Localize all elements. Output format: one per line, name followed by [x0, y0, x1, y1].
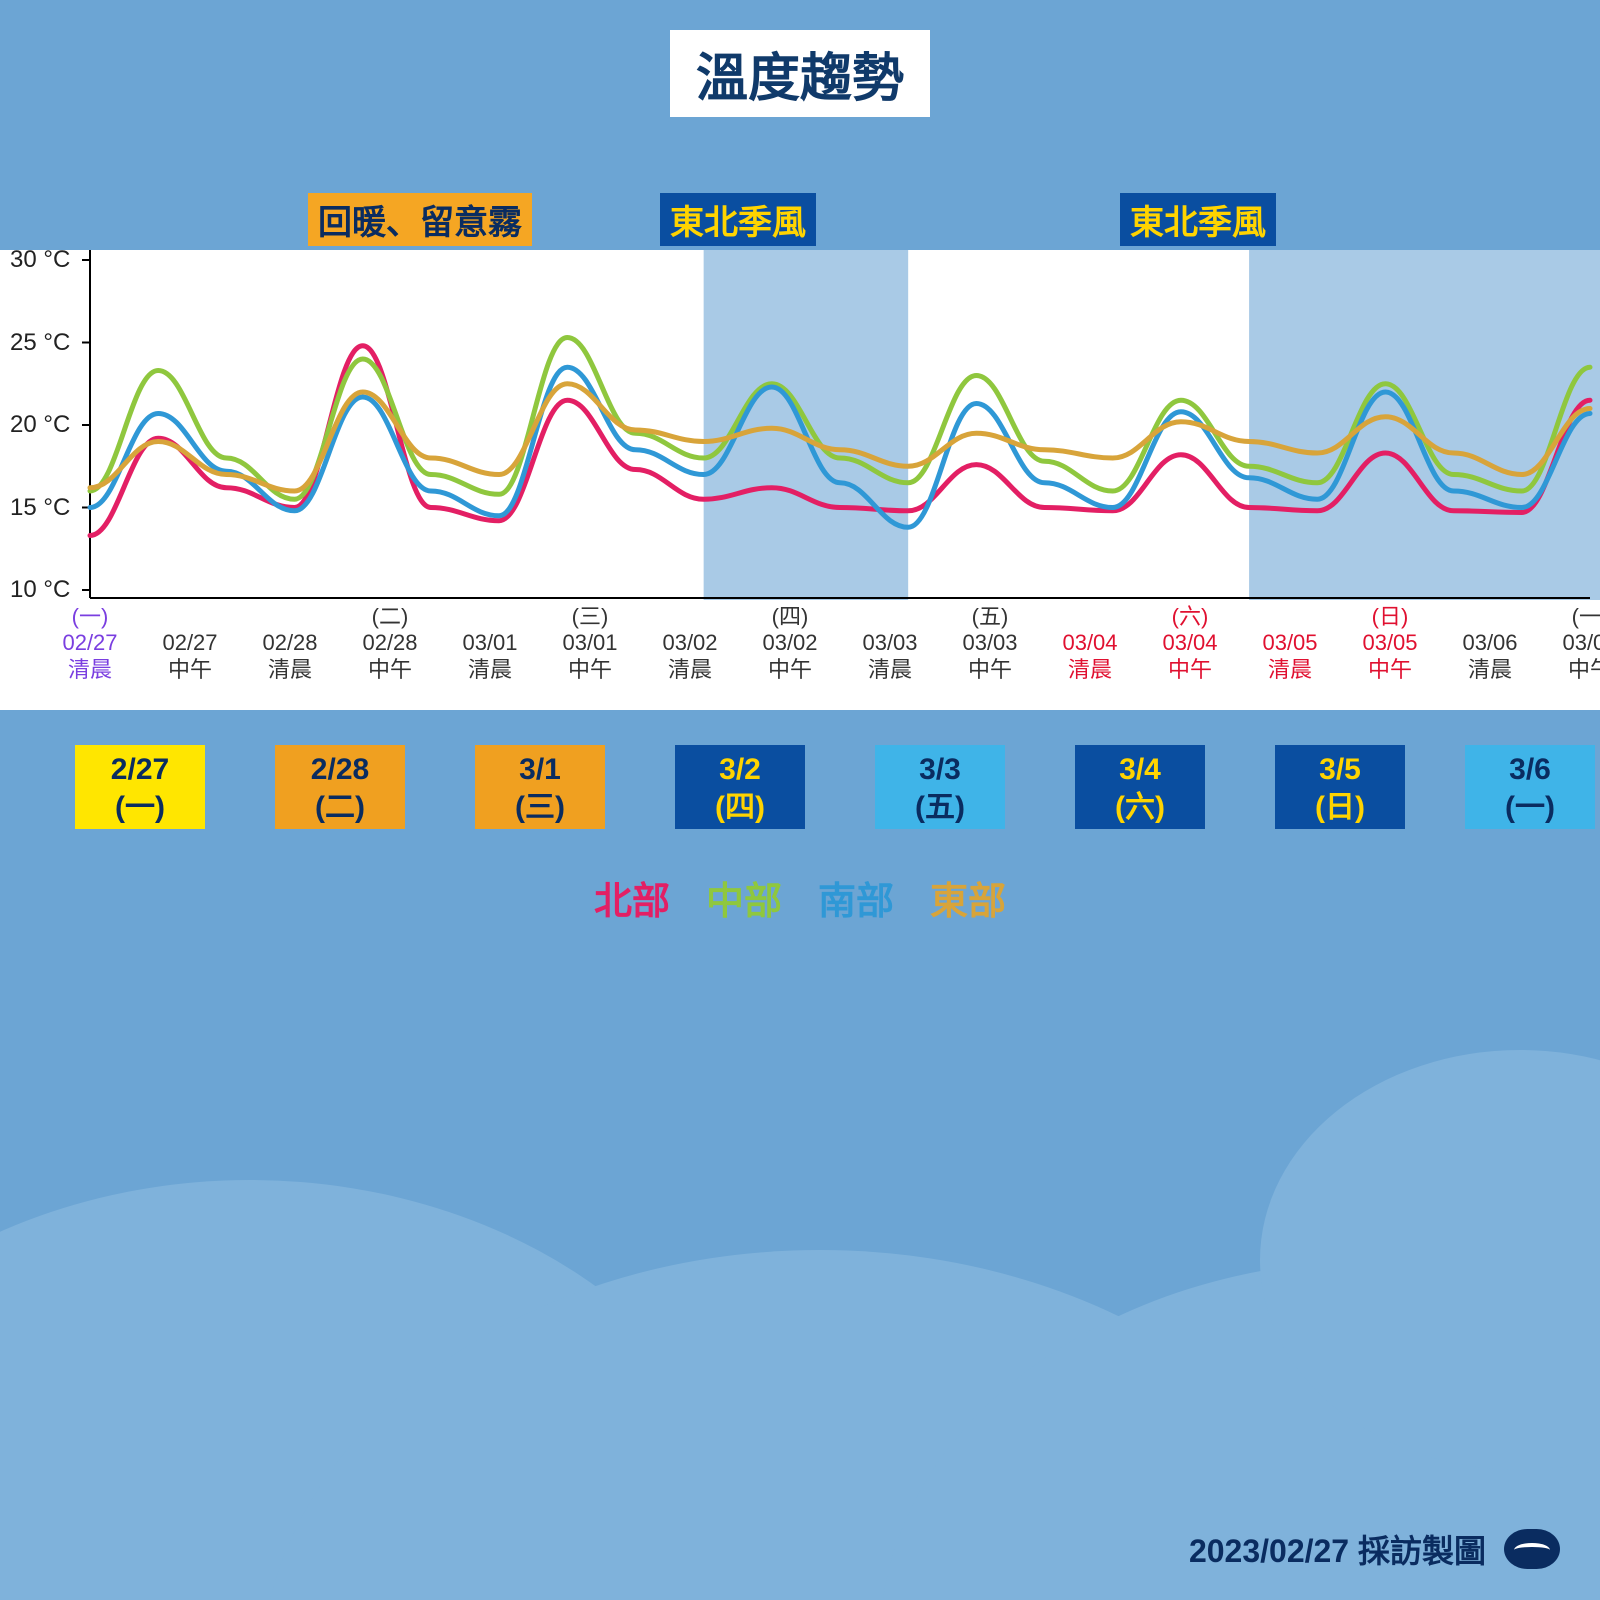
- date-badge: 3/4(六): [1075, 745, 1205, 829]
- date-badge: 3/5(日): [1275, 745, 1405, 829]
- cloud-background: [0, 700, 1600, 1600]
- x-axis-labels: (一)02/27清晨 02/27中午 02/28清晨(二)02/28中午 03/…: [0, 600, 1600, 710]
- page-title: 溫度趨勢: [670, 30, 930, 117]
- legend-item: 北部: [594, 870, 670, 925]
- date-badge-row: 2/27(一) 2/28(二) 3/1(三) 3/2(四) 3/3(五) 3/4(六) 3/…: [0, 745, 1600, 835]
- x-tick-label: 03/04清晨: [1043, 604, 1137, 683]
- x-tick-label: 03/02清晨: [643, 604, 737, 683]
- x-tick-label: (二)02/28中午: [343, 604, 437, 683]
- temperature-chart: 10 °C15 °C20 °C25 °C30 °C: [0, 250, 1600, 600]
- region-legend: 北部中部南部東部: [0, 870, 1600, 925]
- x-tick-label: 02/28清晨: [243, 604, 337, 683]
- x-tick-label: 03/05清晨: [1243, 604, 1337, 683]
- date-badge: 3/2(四): [675, 745, 805, 829]
- date-badge: 2/27(一): [75, 745, 205, 829]
- x-tick-label: (三)03/01中午: [543, 604, 637, 683]
- footer-credit: 2023/02/27 採訪製圖: [1189, 1526, 1560, 1572]
- condition-label: 東北季風: [660, 193, 816, 246]
- x-tick-label: 03/03清晨: [843, 604, 937, 683]
- condition-labels-row: 回暖、留意霧東北季風東北季風: [0, 193, 1600, 239]
- y-tick-label: 30 °C: [10, 246, 70, 274]
- x-tick-label: 03/01清晨: [443, 604, 537, 683]
- x-tick-label: (一)03/06中午: [1543, 604, 1600, 683]
- x-tick-label: (日)03/05中午: [1343, 604, 1437, 683]
- condition-label: 東北季風: [1120, 193, 1276, 246]
- legend-item: 東部: [930, 870, 1006, 925]
- x-tick-label: 03/06清晨: [1443, 604, 1537, 683]
- date-badge: 3/1(三): [475, 745, 605, 829]
- condition-label: 回暖、留意霧: [308, 193, 532, 246]
- x-tick-label: (六)03/04中午: [1143, 604, 1237, 683]
- cwb-logo-icon: [1504, 1529, 1560, 1569]
- x-tick-label: (一)02/27清晨: [43, 604, 137, 683]
- date-badge: 3/6(一): [1465, 745, 1595, 829]
- x-tick-label: (四)03/02中午: [743, 604, 837, 683]
- y-tick-label: 25 °C: [10, 329, 70, 357]
- y-tick-label: 20 °C: [10, 411, 70, 439]
- x-tick-label: (五)03/03中午: [943, 604, 1037, 683]
- date-badge: 2/28(二): [275, 745, 405, 829]
- x-tick-label: 02/27中午: [143, 604, 237, 683]
- footer-text: 2023/02/27 採訪製圖: [1189, 1526, 1486, 1572]
- y-tick-label: 15 °C: [10, 494, 70, 522]
- legend-item: 南部: [818, 870, 894, 925]
- legend-item: 中部: [706, 870, 782, 925]
- date-badge: 3/3(五): [875, 745, 1005, 829]
